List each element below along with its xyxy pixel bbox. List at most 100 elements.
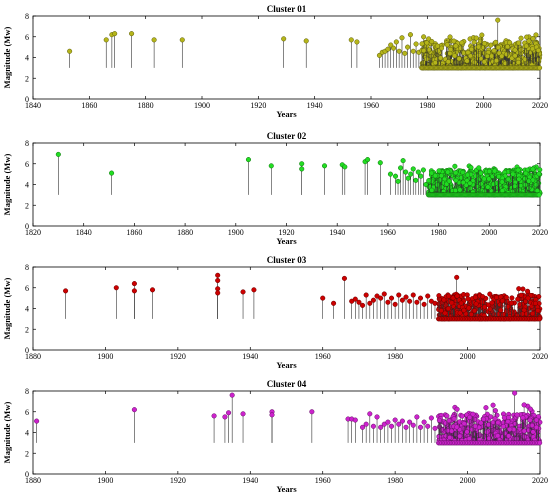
dense-event-marker (536, 57, 542, 63)
dense-event-marker (499, 179, 505, 185)
dense-event-marker (429, 38, 435, 45)
x-tick-label: 1860 (81, 101, 97, 110)
dense-event-marker (460, 179, 466, 185)
y-tick-label: 6 (25, 33, 29, 42)
dense-event-marker (451, 38, 457, 44)
y-tick-label: 8 (25, 12, 29, 21)
x-tick-label: 1980 (431, 228, 447, 237)
dense-event-marker (482, 304, 488, 310)
dense-event-marker (461, 420, 467, 427)
event-marker (495, 17, 501, 23)
event-marker (281, 36, 287, 42)
x-tick-label: 1920 (170, 352, 186, 361)
event-marker (392, 173, 399, 179)
dense-event-marker (509, 295, 515, 301)
y-axis-label: Magnitude (Mw) (2, 27, 12, 89)
event-marker (363, 421, 369, 427)
event-marker (400, 158, 406, 164)
dense-event-marker (460, 169, 466, 175)
dense-event-marker (486, 176, 492, 182)
y-tick-label: 8 (25, 263, 29, 272)
event-marker (512, 390, 518, 396)
dense-event-marker (523, 43, 529, 49)
dense-event-marker (523, 170, 529, 176)
y-tick-label: 6 (25, 284, 29, 293)
dense-event-marker (478, 170, 484, 176)
dense-event-marker (466, 436, 472, 442)
event-marker (352, 417, 358, 423)
event-marker (240, 289, 246, 295)
dense-event-marker (445, 59, 451, 65)
dense-event-marker (512, 53, 518, 59)
event-marker (55, 151, 61, 157)
dense-event-marker (527, 417, 533, 423)
event-marker (299, 161, 305, 167)
event-marker (385, 46, 391, 52)
dense-event-marker (476, 165, 482, 171)
event-marker (251, 287, 257, 293)
event-marker (399, 297, 405, 303)
event-marker (360, 302, 366, 308)
x-tick-label: 1900 (228, 228, 244, 237)
dense-event-marker (467, 180, 473, 186)
dense-event-marker (527, 406, 534, 412)
dense-event-marker (436, 417, 442, 423)
dense-event-marker (442, 310, 448, 316)
x-tick-label: 1840 (76, 228, 92, 237)
event-marker (303, 38, 309, 44)
dense-event-marker (525, 295, 531, 301)
dense-event-marker (489, 53, 495, 59)
dense-event-marker (446, 178, 452, 184)
dense-event-marker (419, 41, 425, 47)
event-marker (407, 32, 413, 38)
event-marker (269, 412, 275, 418)
y-tick-label: 0 (25, 470, 29, 479)
dense-event-marker (515, 296, 521, 302)
x-tick-label: 1880 (138, 101, 154, 110)
event-marker (410, 166, 416, 172)
dense-event-marker (521, 402, 527, 408)
event-marker (341, 275, 347, 281)
event-marker (229, 392, 235, 398)
dense-event-marker (424, 40, 430, 46)
dense-event-cluster (436, 402, 543, 446)
y-axis-label: Magnitude (Mw) (2, 278, 12, 340)
dense-event-marker (466, 305, 472, 311)
dense-event-marker (508, 300, 514, 306)
y-tick-label: 2 (25, 449, 29, 458)
dense-event-marker (504, 44, 511, 50)
x-tick-label: 1880 (25, 352, 41, 361)
event-marker (331, 300, 337, 306)
dense-event-marker (439, 45, 445, 51)
event-marker (402, 50, 408, 56)
y-tick-label: 6 (25, 160, 29, 169)
y-tick-label: 8 (25, 387, 29, 396)
dense-event-marker (530, 36, 536, 42)
dense-event-marker (503, 294, 509, 300)
event-marker (226, 410, 232, 416)
chart-title: Cluster 02 (267, 131, 307, 141)
event-marker (112, 31, 118, 37)
dense-event-marker (457, 187, 463, 193)
x-tick-label: 1840 (25, 101, 41, 110)
event-marker (245, 157, 252, 163)
event-marker (425, 293, 431, 299)
dense-event-marker (458, 300, 464, 306)
dense-event-marker (516, 286, 522, 292)
event-marker (417, 295, 424, 301)
y-axis-label: Magnitude (Mw) (2, 402, 12, 464)
dense-event-marker (532, 300, 539, 306)
chart-title: Cluster 04 (267, 379, 307, 389)
event-marker (113, 285, 119, 291)
event-marker (388, 423, 395, 429)
dense-event-marker (435, 48, 441, 54)
event-marker (432, 425, 438, 431)
event-marker (365, 157, 371, 163)
y-tick-label: 4 (25, 54, 29, 63)
dense-event-marker (525, 288, 531, 294)
x-tick-label: 1920 (279, 228, 295, 237)
dense-event-marker (500, 423, 506, 429)
dense-event-marker (481, 416, 487, 422)
dense-event-marker (444, 42, 450, 48)
